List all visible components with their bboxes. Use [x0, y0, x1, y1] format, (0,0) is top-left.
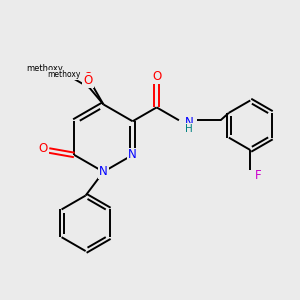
Text: methoxy: methoxy	[26, 64, 63, 74]
Text: N: N	[128, 148, 137, 161]
Text: N: N	[184, 116, 193, 129]
Text: O: O	[152, 70, 161, 83]
Text: O: O	[84, 74, 93, 87]
Text: O: O	[38, 142, 48, 155]
Text: F: F	[255, 169, 262, 182]
Text: H: H	[185, 124, 193, 134]
Text: O: O	[83, 71, 92, 84]
Text: N: N	[99, 165, 108, 178]
Text: methoxy: methoxy	[48, 70, 81, 79]
